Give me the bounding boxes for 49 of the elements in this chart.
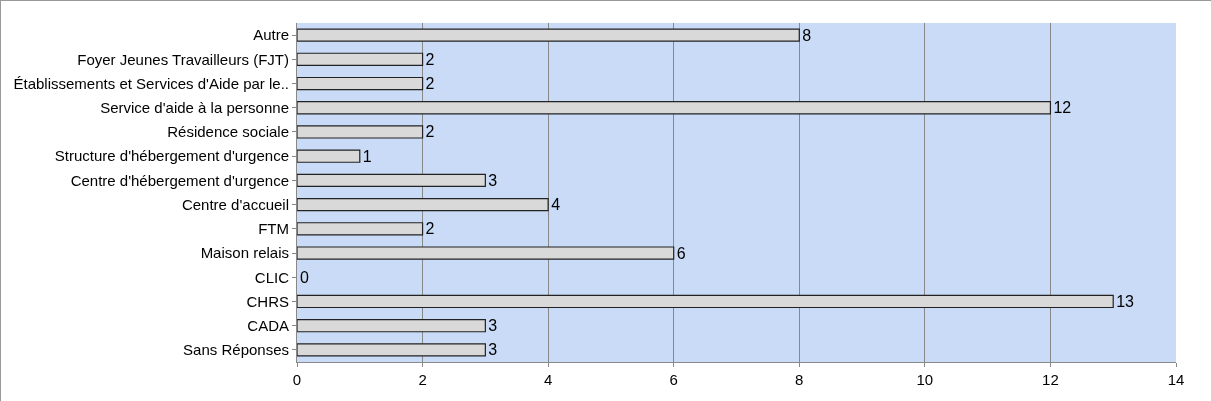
bar xyxy=(297,101,1052,115)
data-label: 2 xyxy=(425,75,435,93)
data-label: 12 xyxy=(1053,99,1072,117)
y-tick-label: Foyer Jeunes Travailleurs (FJT) xyxy=(77,50,289,68)
bar xyxy=(297,343,486,357)
bar xyxy=(297,222,424,236)
data-label: 4 xyxy=(551,196,561,214)
y-tick-label: Établissements et Services d'Aide par le.. xyxy=(13,74,289,92)
bar xyxy=(297,294,1114,309)
y-tick-label: Centre d'accueil xyxy=(181,195,289,213)
y-tick-label: CADA xyxy=(247,316,289,334)
x-tick-label: 6 xyxy=(669,371,678,388)
x-tick-label: 12 xyxy=(1042,371,1059,388)
y-tick-label: Centre d'hébergement d'urgence xyxy=(70,171,289,189)
bar xyxy=(297,246,675,260)
x-tick-label: 8 xyxy=(795,371,804,388)
bar xyxy=(297,52,424,66)
bar xyxy=(297,76,424,91)
y-tick-label: CLIC xyxy=(254,268,290,286)
x-tick-label: 14 xyxy=(1167,371,1185,388)
data-label: 8 xyxy=(802,26,812,44)
data-label: 3 xyxy=(488,341,498,359)
y-tick-label: Autre xyxy=(253,26,289,44)
x-tick-label: 0 xyxy=(292,371,302,388)
data-label: 1 xyxy=(362,147,372,165)
y-tick-label: Service d'aide à la personne xyxy=(100,99,289,116)
data-label: 2 xyxy=(425,220,435,238)
bar xyxy=(297,173,486,188)
bar xyxy=(297,28,800,42)
data-label: 2 xyxy=(425,50,435,68)
data-label: 6 xyxy=(676,244,686,262)
x-tick-label: 4 xyxy=(543,371,553,388)
x-tick-label: 2 xyxy=(418,371,427,388)
data-label: 3 xyxy=(488,171,498,189)
data-label: 2 xyxy=(425,123,435,141)
y-tick-label: FTM xyxy=(258,220,289,238)
y-tick-label: Sans Réponses xyxy=(183,341,289,359)
data-label: 0 xyxy=(300,268,309,286)
bar xyxy=(297,149,361,163)
y-tick-label: Structure d'hébergement d'urgence xyxy=(54,147,289,165)
bar xyxy=(297,197,549,212)
data-label: 3 xyxy=(488,317,498,335)
y-tick-label: Maison relais xyxy=(200,244,289,262)
bar xyxy=(297,125,424,139)
bar xyxy=(297,319,486,333)
y-tick-label: CHRS xyxy=(246,292,289,310)
y-tick-label: Résidence sociale xyxy=(167,123,289,141)
data-label: 13 xyxy=(1116,292,1135,310)
x-tick-label: 10 xyxy=(916,371,934,388)
